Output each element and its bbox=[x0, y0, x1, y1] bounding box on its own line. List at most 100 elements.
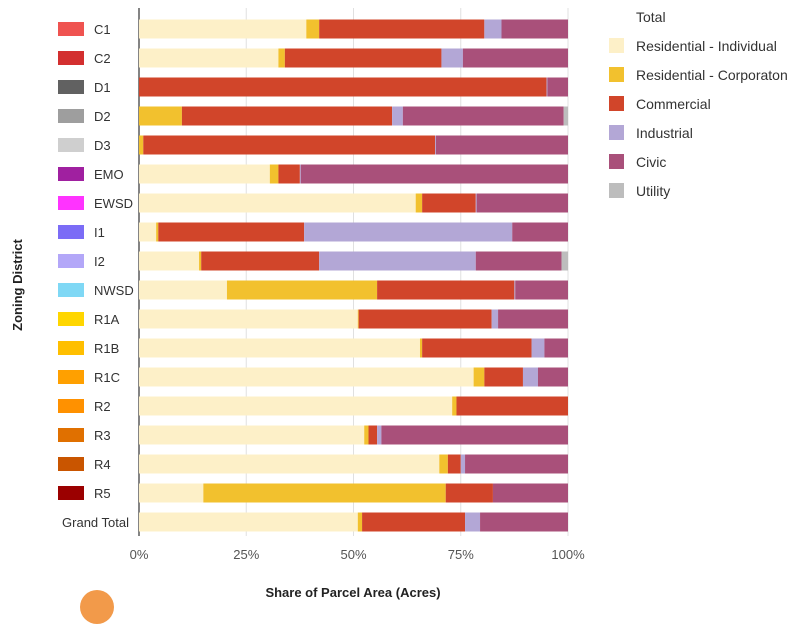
category-swatch bbox=[58, 428, 84, 442]
bar-segment bbox=[158, 222, 305, 242]
legend-swatch bbox=[609, 67, 624, 82]
bar-segment bbox=[435, 135, 568, 155]
bar-segment bbox=[452, 396, 457, 416]
bar-segment bbox=[476, 193, 568, 213]
bar-segment bbox=[501, 19, 568, 39]
bar-segment bbox=[181, 106, 393, 126]
bar-segment bbox=[435, 135, 436, 155]
bar-segment bbox=[465, 512, 481, 532]
bar-segment bbox=[546, 77, 548, 97]
bar-segment bbox=[422, 193, 476, 213]
bar-segment bbox=[139, 222, 157, 242]
bar-segment bbox=[299, 164, 301, 184]
category-label: R1A bbox=[94, 312, 120, 327]
category-swatch bbox=[58, 370, 84, 384]
legend-title: Total bbox=[636, 9, 666, 25]
category-label: Grand Total bbox=[62, 515, 129, 530]
x-axis-title: Share of Parcel Area (Acres) bbox=[265, 585, 440, 600]
category-swatch bbox=[58, 138, 84, 152]
bar-segment bbox=[139, 338, 420, 358]
category-label: R2 bbox=[94, 399, 111, 414]
bar-segment bbox=[498, 309, 568, 329]
category-label: R1B bbox=[94, 341, 119, 356]
legend-label: Commercial bbox=[636, 96, 711, 112]
corner-badge bbox=[80, 590, 114, 624]
bar-segment bbox=[462, 48, 568, 68]
bar-segment bbox=[492, 483, 568, 503]
legend-swatch bbox=[609, 154, 624, 169]
bar-segment bbox=[357, 309, 359, 329]
category-label: I2 bbox=[94, 254, 105, 269]
bar-segment bbox=[139, 280, 227, 300]
bar-segment bbox=[139, 164, 270, 184]
bar-segment bbox=[143, 135, 436, 155]
bar-segment bbox=[419, 338, 423, 358]
bar-segment bbox=[139, 396, 453, 416]
category-label: EMO bbox=[94, 167, 124, 182]
bar-segment bbox=[139, 19, 307, 39]
bar-segment bbox=[139, 77, 547, 97]
bar-segment bbox=[392, 106, 403, 126]
bar-segment bbox=[357, 512, 363, 532]
category-swatch bbox=[58, 283, 84, 297]
bar-segment bbox=[300, 164, 568, 184]
x-tick-label: 0% bbox=[130, 547, 149, 562]
category-swatch bbox=[58, 109, 84, 123]
category-swatch bbox=[58, 486, 84, 500]
bar-segment bbox=[447, 454, 461, 474]
category-swatch bbox=[58, 457, 84, 471]
legend-swatch bbox=[609, 183, 624, 198]
bar-segment bbox=[139, 483, 204, 503]
bar-segment bbox=[139, 135, 144, 155]
category-swatch bbox=[58, 254, 84, 268]
bar-segment bbox=[441, 48, 463, 68]
category-label: R4 bbox=[94, 457, 111, 472]
legend-label: Utility bbox=[636, 183, 670, 199]
category-swatch bbox=[58, 312, 84, 326]
x-tick-label: 50% bbox=[340, 547, 366, 562]
bar-segment bbox=[537, 367, 568, 387]
category-swatch bbox=[58, 196, 84, 210]
bar-segment bbox=[377, 425, 382, 445]
bar-segment bbox=[278, 164, 300, 184]
bar-segment bbox=[465, 454, 568, 474]
bar-segment bbox=[201, 251, 320, 271]
bar-segment bbox=[306, 19, 320, 39]
x-tick-labels: 0% 25% 50% 75% 100% bbox=[130, 547, 585, 562]
bar-segment bbox=[512, 222, 568, 242]
bar-segment bbox=[269, 164, 279, 184]
bar-segment bbox=[199, 251, 202, 271]
bar-segment bbox=[381, 425, 568, 445]
category-label: R1C bbox=[94, 370, 120, 385]
category-label: D1 bbox=[94, 80, 111, 95]
bar-segment bbox=[456, 396, 568, 416]
bar-segment bbox=[304, 222, 513, 242]
category-swatch bbox=[58, 399, 84, 413]
bar-segment bbox=[544, 338, 568, 358]
bar-segment bbox=[319, 19, 485, 39]
bar-segment bbox=[547, 77, 568, 97]
bar-segment bbox=[531, 338, 545, 358]
bar-segment bbox=[515, 280, 568, 300]
x-tick-label: 100% bbox=[551, 547, 585, 562]
bar-segment bbox=[139, 367, 474, 387]
category-swatch bbox=[58, 341, 84, 355]
x-tick-label: 75% bbox=[448, 547, 474, 562]
bar-segment bbox=[402, 106, 564, 126]
category-label: C2 bbox=[94, 51, 111, 66]
x-tick-label: 25% bbox=[233, 547, 259, 562]
bar-segment bbox=[475, 193, 477, 213]
category-label: D3 bbox=[94, 138, 111, 153]
category-label: R3 bbox=[94, 428, 111, 443]
bar-segment bbox=[284, 48, 442, 68]
bar-segment bbox=[491, 309, 499, 329]
bar-segment bbox=[561, 251, 568, 271]
bar-segment bbox=[203, 483, 446, 503]
bar-segment bbox=[226, 280, 378, 300]
bar-segment bbox=[484, 19, 502, 39]
legend-label: Residential - Individual bbox=[636, 38, 777, 54]
category-swatch bbox=[58, 51, 84, 65]
legend-label: Residential - Corporaton bbox=[636, 67, 788, 83]
legend: Total Residential - Individual Residential… bbox=[609, 9, 788, 199]
bar-segment bbox=[522, 367, 538, 387]
